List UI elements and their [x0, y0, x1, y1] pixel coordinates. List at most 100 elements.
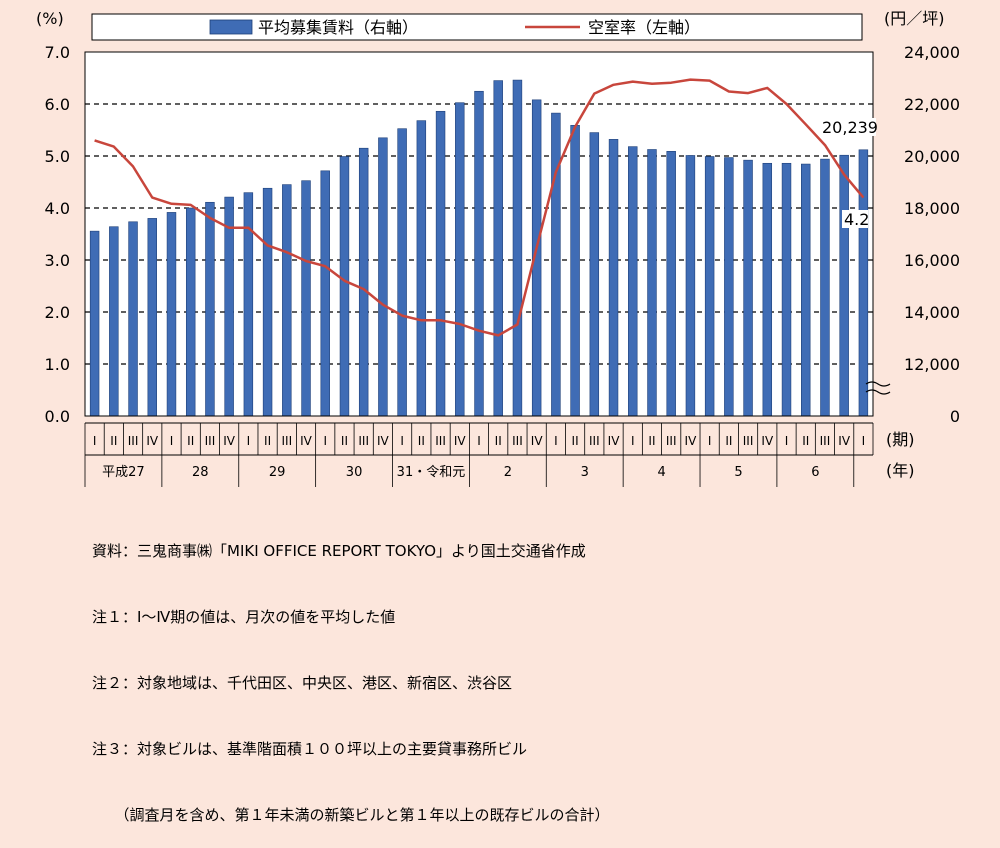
- rent-bar: [608, 139, 619, 417]
- year-label: 6: [811, 465, 819, 480]
- rent-bar: [147, 218, 157, 417]
- left-tick-label: 1.0: [45, 355, 70, 374]
- rent-bar: [781, 162, 792, 417]
- quarter-label: III: [512, 434, 523, 448]
- rent-bar: [724, 157, 734, 417]
- quarter-label: I: [631, 434, 635, 448]
- rent-bar: [185, 207, 196, 417]
- left-tick-label: 7.0: [45, 43, 70, 62]
- rent-bar: [224, 196, 234, 417]
- rent-bar: [647, 149, 657, 417]
- rent-vacancy-chart: (%) (円／坪) 平均募集賃料（右軸） 空室率（左軸） 0.0 1.0 2.0 3.…: [36, 9, 960, 487]
- last-rent-label: 20,239: [822, 118, 878, 137]
- rent-bar: [339, 156, 350, 417]
- rent-bar: [128, 221, 138, 417]
- legend-box: [91, 13, 863, 41]
- rent-bar: [320, 170, 330, 417]
- right-tick-label: 14,000: [904, 303, 960, 322]
- rent-bar: [762, 162, 773, 417]
- rent-bar: [704, 156, 715, 417]
- legend-bar-swatch: [209, 19, 253, 35]
- quarter-label: IV: [300, 434, 313, 448]
- quarter-label: II: [110, 434, 117, 448]
- quarter-label: III: [435, 434, 446, 448]
- quarter-label: II: [418, 434, 425, 448]
- note-2: 注２：対象地域は、千代田区、中央区、港区、新宿区、渋谷区: [92, 674, 513, 692]
- quarter-label: I: [554, 434, 558, 448]
- rent-bar: [205, 201, 215, 417]
- rent-bar: [801, 163, 811, 417]
- quarter-label: I: [400, 434, 404, 448]
- quarter-label: III: [128, 434, 139, 448]
- right-axis-unit: (円／坪): [884, 9, 945, 28]
- year-label: 2: [504, 465, 512, 480]
- legend: 平均募集賃料（右軸） 空室率（左軸）: [91, 13, 863, 41]
- right-tick-label: 20,000: [904, 147, 960, 166]
- right-tick-label: 24,000: [904, 43, 960, 62]
- rent-bar: [243, 192, 254, 417]
- note-source: 資料：三鬼商事㈱「MIKI OFFICE REPORT TOKYO」より国土交通…: [92, 542, 586, 560]
- quarter-label: II: [264, 434, 271, 448]
- rent-bar: [455, 102, 465, 417]
- quarter-label: III: [666, 434, 677, 448]
- quarter-label: IV: [223, 434, 236, 448]
- quarter-label: IV: [761, 434, 774, 448]
- left-tick-label: 4.0: [45, 199, 70, 218]
- rent-bar: [435, 110, 446, 417]
- quarter-label: II: [572, 434, 579, 448]
- quarter-label: I: [170, 434, 174, 448]
- left-tick-label: 3.0: [45, 251, 70, 270]
- rent-bar: [666, 151, 676, 417]
- right-tick-label: 18,000: [904, 199, 960, 218]
- year-label: 30: [346, 465, 363, 480]
- legend-line-label: 空室率（左軸）: [588, 18, 700, 37]
- rent-bar: [551, 112, 561, 417]
- rent-bar: [358, 147, 369, 417]
- rent-bar: [282, 184, 292, 417]
- note-3-detail: （調査月を含め、第１年未満の新築ビルと第１年以上の既存ビルの合計）: [92, 806, 610, 824]
- rent-bar: [628, 146, 638, 417]
- right-axis-ticks: 0 12,000 14,000 16,000 18,000 20,000 22,000 24,…: [904, 43, 960, 426]
- rent-bar: [262, 187, 273, 417]
- quarter-label: II: [648, 434, 655, 448]
- year-label: 3: [581, 465, 589, 480]
- rent-bar: [570, 125, 580, 417]
- rent-bar: [858, 149, 869, 417]
- quarter-label: III: [743, 434, 754, 448]
- rent-bar: [743, 159, 753, 417]
- quarter-label: I: [323, 434, 327, 448]
- left-axis-ticks: 0.0 1.0 2.0 3.0 4.0 5.0 6.0 7.0: [45, 43, 70, 426]
- quarter-label: III: [820, 434, 831, 448]
- rent-bar: [512, 79, 523, 417]
- year-label: 31・令和元: [397, 465, 466, 480]
- note-1: 注１：Ⅰ～Ⅳ期の値は、月次の値を平均した値: [92, 608, 396, 626]
- year-label: 28: [192, 465, 209, 480]
- last-rent-label-bg: [820, 118, 876, 136]
- rent-bar: [839, 154, 849, 417]
- quarter-axis-unit: (期): [886, 430, 915, 449]
- quarter-label: I: [708, 434, 712, 448]
- axis-break-marker: [865, 381, 891, 395]
- rent-bar: [301, 180, 311, 417]
- year-axis: 平成27 28 29 30 31・令和元 2 3 4 5 6: [84, 454, 873, 487]
- quarter-label: III: [358, 434, 369, 448]
- quarter-label: II: [802, 434, 809, 448]
- rent-bar: [89, 230, 100, 417]
- last-vacancy-label: 4.2: [844, 210, 869, 229]
- quarter-label: II: [495, 434, 502, 448]
- legend-bar-label: 平均募集賃料（右軸）: [258, 18, 418, 37]
- left-tick-label: 5.0: [45, 147, 70, 166]
- quarter-label: II: [341, 434, 348, 448]
- quarter-label: IV: [377, 434, 390, 448]
- quarter-label: I: [862, 434, 866, 448]
- note-3: 注３：対象ビルは、基準階面積１００坪以上の主要貸事務所ビル: [92, 740, 528, 758]
- quarter-axis: I II III IV I II III IV I II III IV I II III IV I II III IV…: [84, 422, 874, 455]
- quarter-label: IV: [608, 434, 621, 448]
- rent-bar: [493, 80, 503, 417]
- left-axis-unit: (%): [36, 9, 64, 28]
- last-vacancy-label-bg: [842, 210, 868, 228]
- quarter-label: IV: [685, 434, 698, 448]
- rent-bar: [416, 120, 427, 417]
- year-label: 4: [657, 465, 665, 480]
- quarter-label: IV: [146, 434, 159, 448]
